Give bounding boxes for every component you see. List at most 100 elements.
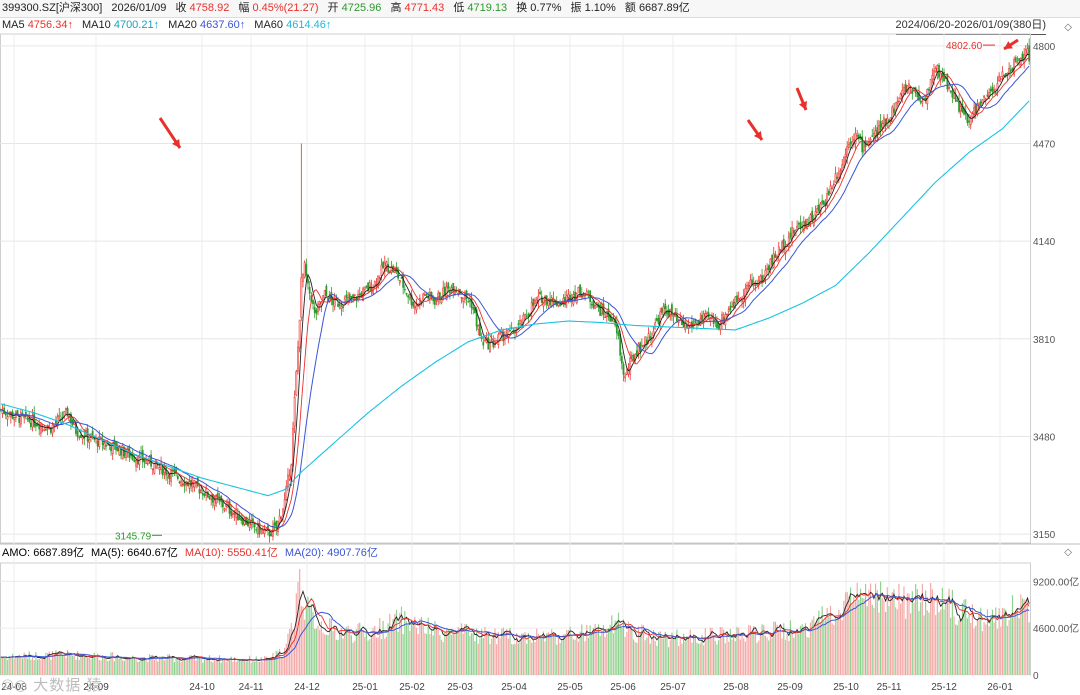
amo-ma5: MA(5): 6640.67亿 [91,547,178,559]
candle-body [80,434,82,438]
collapse-volume-icon[interactable]: ◇ [1064,547,1072,558]
volume-bar [269,657,271,675]
volume-bar [299,568,301,675]
watermark: ©◎ 大数据 猿 [2,677,103,694]
volume-bar [911,591,913,675]
volume-bar [240,661,242,675]
volume-bar [501,628,503,675]
volume-bar [826,607,828,675]
candle-body [165,467,167,476]
candle-body [617,332,620,336]
volume-bar [248,655,251,675]
candle-body [669,308,672,318]
volume-bar [337,639,339,675]
candle-body [470,298,473,309]
volume-bar [873,607,875,675]
candle-body [874,130,877,136]
volume-bar [719,627,721,675]
candle-body [746,284,748,290]
volume-bar [689,629,691,675]
candle-body [849,141,852,145]
candle-body [365,285,368,288]
volume-bar [170,657,172,675]
candle-body [340,306,343,310]
candle-body [991,86,994,92]
candle-body [956,100,959,102]
volume-bar [173,662,176,675]
ma5-line [0,53,1030,533]
volume-bar [511,644,513,675]
volume-bar [58,651,60,675]
candle-body [620,356,623,364]
candle-body [105,445,107,447]
candle-body [297,346,299,372]
volume-bar [584,641,586,675]
volume-bar [200,656,202,675]
candle-body [237,513,239,521]
volume-bar [38,658,40,675]
volume-bar [933,599,935,675]
candle-body [472,307,475,310]
volume-bar [459,628,461,675]
candle-body [704,313,707,317]
ma60-legend[interactable]: MA60 4614.46↑ [254,19,332,31]
candle-body [240,518,243,521]
index-code[interactable]: 399300.SZ[沪深300] [2,2,103,14]
candle-body [999,78,1002,80]
candle-body [726,313,728,316]
volume-bar [724,643,726,675]
volume-bar [941,587,943,675]
ma10-legend[interactable]: MA10 4700.21↑ [82,19,160,31]
volume-bar [851,604,853,675]
volume-bar [764,635,766,675]
candle-body [153,462,156,474]
high-price: 高 4771.43 [390,2,445,14]
candle-body [407,295,410,298]
x-tick-label: 25-02 [399,682,425,693]
ma20-legend[interactable]: MA20 4637.60↑ [168,19,246,31]
volume-bar [1011,595,1014,675]
candle-body [717,323,720,330]
collapse-price-icon[interactable]: ◇ [1064,22,1072,33]
volume-bar [13,658,15,675]
volume-bar [202,662,204,675]
volume-bar [424,633,426,675]
volume-bar [1000,626,1002,675]
x-tick-label: 25-12 [931,682,957,693]
volume-bar [803,626,805,675]
volume-bar [869,583,872,675]
candle-body [559,304,561,307]
candle-body [986,94,989,97]
candle-body [883,117,885,124]
candle-body [647,333,650,341]
candle-body [131,453,134,460]
volume-bar [208,655,211,675]
volume-bar [95,657,97,675]
volume-bar [809,622,812,675]
volume-bar [956,625,958,675]
volume-bar [33,660,35,675]
close-price: 收 4758.92 [175,2,230,14]
volume-bar [564,633,566,675]
candle-body [405,293,408,295]
volume-bar [599,635,601,675]
candle-body [170,470,172,482]
volume-bar [649,643,651,675]
volume-bar [36,659,39,675]
volume-bar [776,624,778,675]
volume-bar [387,623,389,675]
volume-bar [394,613,396,675]
volume-bar [589,625,591,675]
ma5-legend[interactable]: MA5 4756.34↑ [2,19,73,31]
volume-bar [177,660,179,675]
volume-bar [950,617,952,675]
volume-bar [791,631,793,675]
volume-bar [1018,618,1020,675]
candle-body [868,142,870,145]
candle-body [797,223,800,225]
candle-body [315,309,318,314]
volume-bar [425,634,428,675]
volume-bar [147,662,149,675]
candle-body [811,210,814,222]
